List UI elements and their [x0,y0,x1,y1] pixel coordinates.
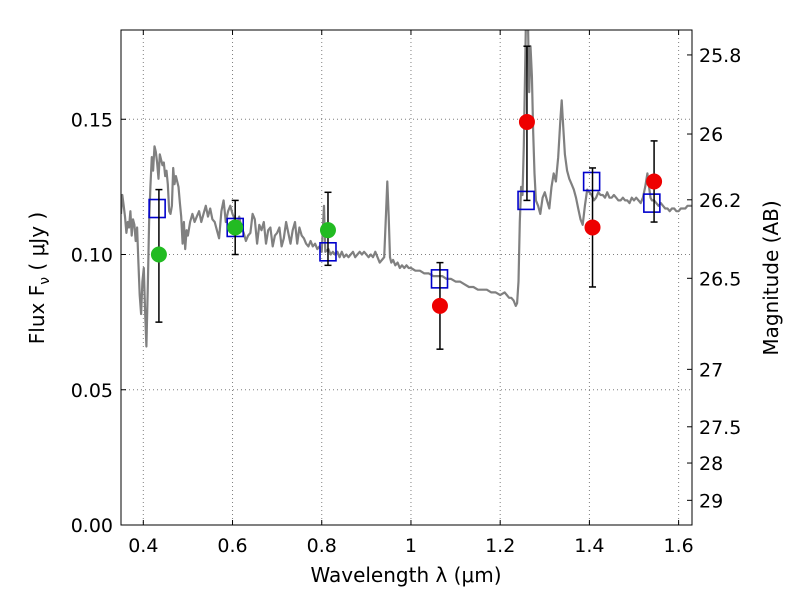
optical-photometry-point [319,222,336,239]
right-tick-label: 26.5 [699,268,741,290]
x-tick-label: 0.6 [217,535,247,557]
infrared-photometry-point [518,113,535,130]
right-tick-label: 29 [699,490,723,512]
right-tick-label: 27 [699,359,723,381]
x-tick-label: 0.4 [128,535,158,557]
x-tick-label: 1.6 [664,535,694,557]
right-tick-label: 25.8 [699,45,741,67]
right-tick-label: 26 [699,124,723,146]
right-axis-title: Magnitude (AB) [759,200,783,355]
grid-lines [121,30,692,525]
infrared-photometry-point [646,173,663,190]
y-axis-title: Flux Fν ( μJy ) [25,212,53,344]
right-tick-label: 26.2 [699,190,741,212]
optical-photometry-point [227,219,244,236]
y-axis-title-prefix: Flux F [25,285,49,344]
model-square-marker [643,193,661,213]
right-tick-label: 27.5 [699,417,741,439]
model-square-marker [582,171,601,192]
infrared-photometry-point [584,219,601,236]
x-tick-label: 1 [405,535,417,557]
optical-photometry-point [150,246,167,263]
template-spectrum [121,30,692,348]
axis-ticks: 0.4 0.6 0.8 1 1.2 1.4 1.6 0.00 0.05 0.10 0.15 25.8 2… [71,30,741,557]
x-tick-label: 1.4 [574,535,604,557]
y-tick-label: 0.05 [71,380,113,402]
observed-photometry [150,45,663,350]
y-tick-label: 0.15 [71,109,113,131]
y-tick-label: 0.00 [71,515,113,537]
y-axis-title-suffix: ( μJy ) [25,212,49,277]
model-photometry [148,171,661,289]
x-tick-label: 0.8 [307,535,337,557]
right-tick-label: 28 [699,453,723,475]
model-square-marker [148,198,166,219]
infrared-photometry-point [431,297,448,314]
y-axis-title-subscript: ν [37,277,53,285]
x-tick-label: 1.2 [485,535,515,557]
y-tick-label: 0.10 [71,245,113,267]
x-axis-title: Wavelength λ (μm) [310,563,501,587]
model-square-marker [517,190,535,211]
template-spectrum-line [121,30,692,348]
plot-frame [120,29,693,526]
